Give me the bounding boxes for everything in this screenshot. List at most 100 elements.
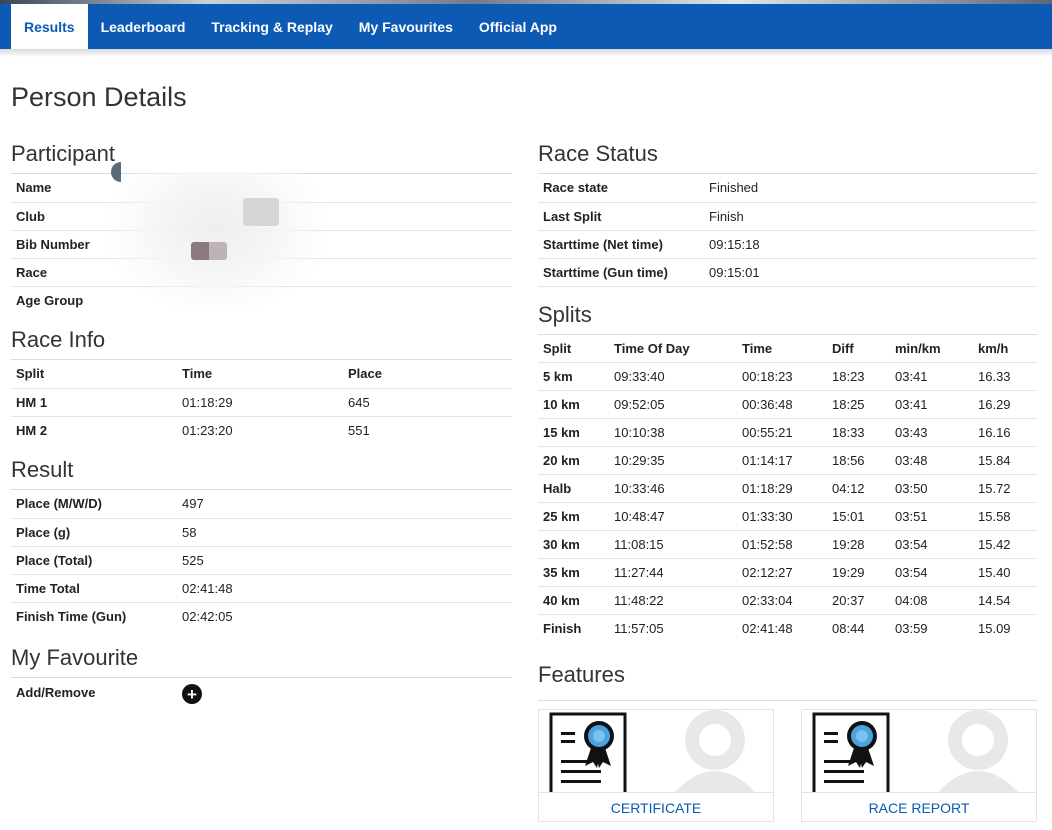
split-value-cell: 15.72 — [973, 474, 1037, 503]
race-report-card[interactable]: RACE REPORT — [801, 709, 1037, 822]
split-value-cell: 03:43 — [890, 418, 973, 447]
splits-table: Split Time Of Day Time Diff min/km km/h … — [538, 334, 1037, 643]
race-status-value: 09:15:18 — [704, 230, 1037, 259]
split-name-cell: 20 km — [538, 446, 609, 475]
split-value-cell: 19:29 — [827, 558, 890, 587]
features-section: CERTIFICATE — [538, 709, 1037, 829]
race-info-cell: HM 2 — [16, 422, 48, 438]
split-value-cell: 01:52:58 — [737, 530, 827, 559]
race-status-heading: Race Status — [538, 140, 1037, 174]
race-info-heading: Race Info — [11, 326, 512, 360]
table-row: Add/Remove + — [11, 678, 512, 706]
table-header-row: Split Time Of Day Time Diff min/km km/h — [538, 334, 1037, 363]
redaction-mark — [111, 162, 121, 182]
page-title: Person Details — [11, 82, 187, 112]
split-value-cell: 03:41 — [890, 390, 973, 419]
split-value-cell: 19:28 — [827, 530, 890, 559]
nav-tab-official-app[interactable]: Official App — [478, 18, 557, 35]
result-table: Place (M/W/D) 497 Place (g) 58 Place (Tota… — [11, 490, 512, 630]
nav-shadow — [0, 49, 1052, 57]
split-value-cell: 15.09 — [978, 621, 1011, 637]
table-row: 40 km 11:48:22 02:33:04 20:37 04:08 14.54 — [538, 586, 1037, 615]
splits-header: min/km — [890, 334, 973, 363]
split-name-cell: 30 km — [538, 530, 609, 559]
split-value-cell: 15.84 — [973, 446, 1037, 475]
split-value-cell: 16.33 — [973, 362, 1037, 391]
split-value-cell: 10:10:38 — [609, 418, 737, 447]
plus-circle-icon[interactable]: + — [182, 684, 202, 704]
split-value-cell: 08:44 — [832, 621, 865, 637]
result-label: Place (Total) — [11, 546, 177, 575]
right-column: Race Status Race state Finished Last Spli… — [538, 140, 1037, 822]
nav-tab-leaderboard[interactable]: Leaderboard — [100, 18, 186, 35]
split-value-cell: 10:33:46 — [609, 474, 737, 503]
result-label: Place (M/W/D) — [11, 490, 177, 519]
certificate-icon — [539, 710, 773, 792]
table-row: Last Split Finish — [538, 202, 1037, 231]
redaction-block — [243, 198, 279, 226]
split-value-cell: 04:12 — [827, 474, 890, 503]
table-row: Halb 10:33:46 01:18:29 04:12 03:50 15.72 — [538, 474, 1037, 503]
certificate-card[interactable]: CERTIFICATE — [538, 709, 774, 822]
table-row: 15 km 10:10:38 00:55:21 18:33 03:43 16.16 — [538, 418, 1037, 447]
table-row: Finish 11:57:05 02:41:48 08:44 03:59 15.09 — [538, 615, 1037, 643]
table-row: Starttime (Gun time) 09:15:01 — [538, 258, 1037, 287]
split-value-cell: 18:23 — [827, 362, 890, 391]
certificate-label[interactable]: CERTIFICATE — [539, 792, 773, 822]
result-label: Place (g) — [11, 518, 177, 547]
split-name-cell: 35 km — [538, 558, 609, 587]
race-report-label[interactable]: RACE REPORT — [802, 792, 1036, 822]
split-value-cell: 18:33 — [827, 418, 890, 447]
nav-tab-my-favourites[interactable]: My Favourites — [358, 18, 453, 35]
participant-heading: Participant — [11, 140, 512, 174]
table-row: 10 km 09:52:05 00:36:48 18:25 03:41 16.29 — [538, 390, 1037, 419]
split-value-cell: 00:18:23 — [737, 362, 827, 391]
favourite-table: Add/Remove + — [11, 678, 512, 706]
table-row: Time Total 02:41:48 — [11, 574, 512, 603]
split-value-cell: 02:12:27 — [737, 558, 827, 587]
split-value-cell: 09:52:05 — [609, 390, 737, 419]
split-value-cell: 03:54 — [890, 558, 973, 587]
split-value-cell: 01:14:17 — [737, 446, 827, 475]
split-value-cell: 09:33:40 — [609, 362, 737, 391]
features-heading: Features — [538, 659, 1037, 701]
race-info-header-time: Time — [177, 360, 343, 389]
result-value: 525 — [177, 546, 512, 575]
race-status-value: Finished — [704, 174, 1037, 203]
nav-tab-tracking-replay[interactable]: Tracking & Replay — [211, 18, 333, 35]
race-status-label: Starttime (Net time) — [538, 230, 704, 259]
split-name-cell: 25 km — [538, 502, 609, 531]
main-nav: Results Leaderboard Tracking & Replay My… — [0, 4, 1052, 49]
split-value-cell: 16.29 — [973, 390, 1037, 419]
split-value-cell: 11:27:44 — [609, 558, 737, 587]
split-value-cell: 03:54 — [890, 530, 973, 559]
redaction-block — [191, 242, 227, 260]
table-row: HM 1 01:18:29 645 — [11, 388, 512, 417]
race-info-cell: 645 — [343, 388, 512, 417]
split-value-cell: 18:25 — [827, 390, 890, 419]
table-row: Starttime (Net time) 09:15:18 — [538, 230, 1037, 259]
race-report-icon — [802, 710, 1036, 792]
nav-tab-results[interactable]: Results — [11, 4, 88, 49]
race-status-label: Starttime (Gun time) — [538, 258, 704, 287]
favourite-label: Add/Remove — [16, 684, 96, 700]
split-value-cell: 20:37 — [827, 586, 890, 615]
split-value-cell: 02:41:48 — [742, 621, 793, 637]
split-value-cell: 14.54 — [973, 586, 1037, 615]
split-name-cell: 40 km — [538, 586, 609, 615]
race-info-cell: HM 1 — [11, 388, 177, 417]
result-value: 02:41:48 — [177, 574, 512, 603]
table-row: 35 km 11:27:44 02:12:27 19:29 03:54 15.40 — [538, 558, 1037, 587]
split-name-cell: 15 km — [538, 418, 609, 447]
race-info-cell: 01:18:29 — [177, 388, 343, 417]
table-row: 30 km 11:08:15 01:52:58 19:28 03:54 15.42 — [538, 530, 1037, 559]
splits-header: Diff — [827, 334, 890, 363]
splits-heading: Splits — [538, 301, 1037, 335]
table-row: Race — [11, 258, 512, 287]
race-info-cell: 551 — [348, 422, 370, 438]
table-row: 5 km 09:33:40 00:18:23 18:23 03:41 16.33 — [538, 362, 1037, 391]
split-value-cell: 02:33:04 — [737, 586, 827, 615]
result-value: 497 — [177, 490, 512, 519]
split-value-cell: 15:01 — [827, 502, 890, 531]
split-value-cell: 16.16 — [973, 418, 1037, 447]
